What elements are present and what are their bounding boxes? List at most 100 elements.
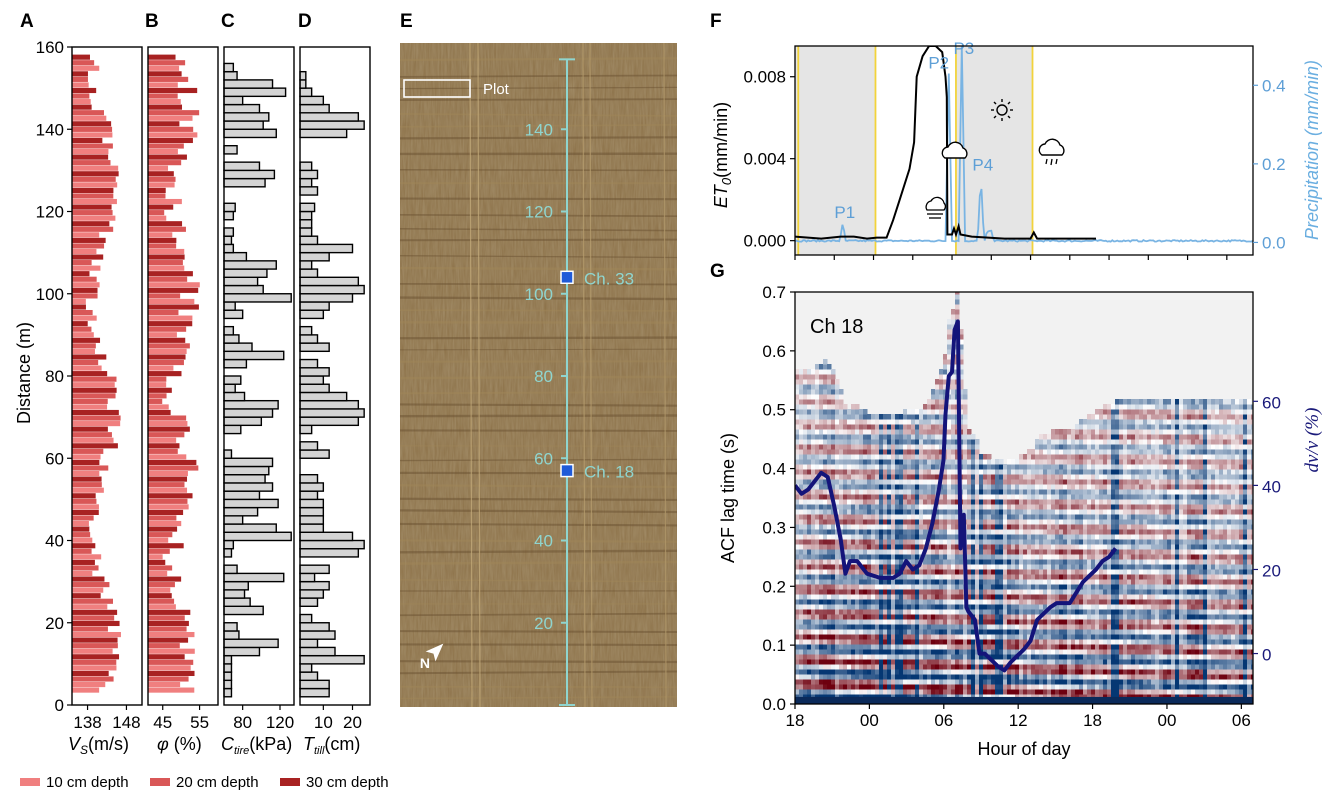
heat-cell xyxy=(859,509,864,515)
heat-cell xyxy=(1003,469,1008,475)
heat-cell xyxy=(811,484,816,490)
heat-cell xyxy=(851,569,856,575)
heat-cell xyxy=(911,439,916,445)
heat-cell xyxy=(823,419,828,425)
heat-cell xyxy=(939,654,944,660)
channel-marker xyxy=(560,463,574,478)
porosity-bar xyxy=(148,543,184,549)
heat-cell xyxy=(839,504,844,510)
heat-cell xyxy=(1067,619,1072,625)
heat-cell xyxy=(831,674,836,680)
heat-cell xyxy=(959,379,964,385)
heat-cell xyxy=(1043,519,1048,525)
heat-cell xyxy=(819,579,824,585)
heat-cell xyxy=(871,684,876,690)
heat-cell xyxy=(1039,554,1044,560)
heat-cell xyxy=(839,649,844,655)
plot-box xyxy=(403,79,471,98)
heat-cell xyxy=(823,514,828,520)
heat-cell xyxy=(967,644,972,650)
heat-cell xyxy=(831,394,836,400)
heat-cell xyxy=(967,439,972,445)
heat-cell xyxy=(1015,669,1020,675)
heat-cell xyxy=(943,574,948,580)
heat-cell xyxy=(835,579,840,585)
heat-cell xyxy=(839,424,844,430)
heat-cell xyxy=(859,454,864,460)
heat-cell xyxy=(871,474,876,480)
porosity-bar xyxy=(148,309,179,316)
vs-bar xyxy=(72,298,86,305)
heat-cell xyxy=(811,669,816,675)
heat-cell xyxy=(871,604,876,610)
heat-cell xyxy=(1079,664,1084,670)
heat-cell xyxy=(871,504,876,510)
heat-cell xyxy=(923,649,928,655)
heat-cell xyxy=(867,594,872,600)
heat-cell xyxy=(795,434,800,440)
heat-cell xyxy=(823,494,828,500)
heat-cell xyxy=(1087,439,1092,445)
heat-cell xyxy=(939,369,944,375)
heat-cell xyxy=(871,419,876,425)
heat-cell xyxy=(1035,609,1040,615)
heat-cell xyxy=(875,584,880,590)
heat-cell xyxy=(971,574,976,580)
heat-cell xyxy=(955,614,960,620)
heat-cell xyxy=(815,594,820,600)
heat-cell xyxy=(967,579,972,585)
heat-cell xyxy=(891,524,896,530)
heat-cell xyxy=(903,654,908,660)
porosity-bar xyxy=(148,482,185,488)
heat-cell xyxy=(1091,434,1096,440)
heat-cell xyxy=(871,494,876,500)
heat-cell xyxy=(1075,644,1080,650)
ctire-bar xyxy=(223,293,292,303)
heat-cell xyxy=(1011,619,1016,625)
heat-cell xyxy=(907,589,912,595)
heat-cell xyxy=(955,539,960,545)
heat-cell xyxy=(931,609,936,615)
heat-cell xyxy=(847,529,852,535)
heat-cell xyxy=(995,604,1000,610)
heat-cell xyxy=(803,569,808,575)
heat-cell xyxy=(983,559,988,565)
heat-cell xyxy=(831,624,836,630)
heat-cell xyxy=(1095,654,1100,660)
heat-cell xyxy=(803,634,808,640)
heat-cell xyxy=(823,689,828,695)
heat-cell xyxy=(811,394,816,400)
heat-cell xyxy=(887,639,892,645)
heat-cell xyxy=(983,549,988,555)
heat-cell xyxy=(807,599,812,605)
heat-cell xyxy=(919,409,924,415)
heat-cell xyxy=(1043,599,1048,605)
heat-cell xyxy=(847,414,852,420)
heat-cell xyxy=(967,619,972,625)
heat-cell xyxy=(923,494,928,500)
porosity-bar xyxy=(148,498,188,504)
heat-cell xyxy=(851,689,856,695)
heat-cell xyxy=(843,464,848,470)
heat-cell xyxy=(1027,684,1032,690)
heat-cell xyxy=(943,489,948,495)
heat-cell xyxy=(963,424,968,430)
heat-cell xyxy=(1023,624,1028,630)
vs-bar xyxy=(72,448,104,454)
heat-cell xyxy=(915,654,920,660)
heat-cell xyxy=(919,629,924,635)
ctire-bar xyxy=(223,663,233,673)
heat-cell xyxy=(967,529,972,535)
heat-cell xyxy=(815,479,820,485)
heat-cell xyxy=(995,489,1000,495)
heat-cell xyxy=(867,599,872,605)
heat-cell xyxy=(939,539,944,545)
heat-cell xyxy=(807,449,812,455)
heat-cell xyxy=(835,479,840,485)
heat-cell xyxy=(931,474,936,480)
heat-cell xyxy=(803,544,808,550)
heat-cell xyxy=(843,449,848,455)
heat-cell xyxy=(939,394,944,400)
heat-cell xyxy=(847,649,852,655)
heat-cell xyxy=(807,614,812,620)
